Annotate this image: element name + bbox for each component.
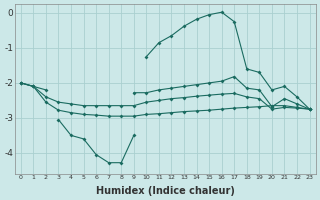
X-axis label: Humidex (Indice chaleur): Humidex (Indice chaleur) — [96, 186, 235, 196]
